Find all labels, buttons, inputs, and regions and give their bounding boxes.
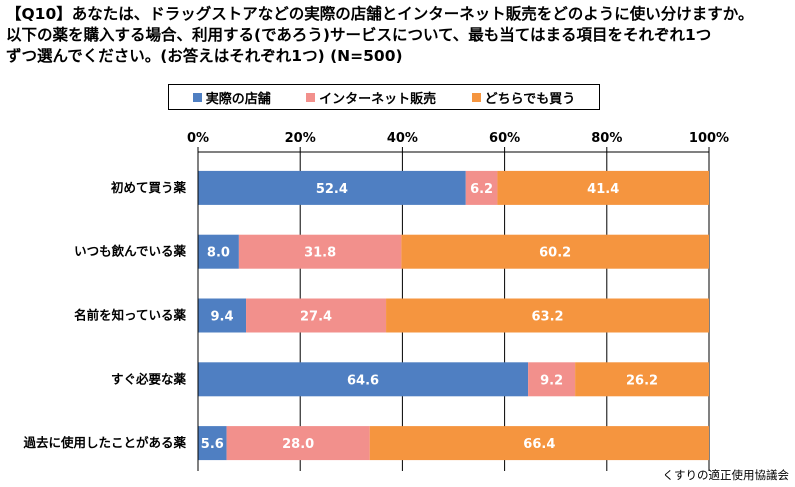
data-label: 6.2 [470,182,493,197]
data-label: 28.0 [282,437,314,452]
category-label: いつも飲んでいる薬 [74,244,186,259]
bar-segment [369,426,709,461]
data-label: 5.6 [201,437,224,452]
data-label: 63.2 [531,310,563,325]
data-label: 26.2 [626,373,658,388]
legend-label-store: 実際の店舗 [205,91,271,107]
bar-segment [497,170,709,205]
data-label: 8.0 [207,246,230,261]
legend-swatch-store [192,92,202,102]
bar-segment [528,362,576,397]
category-label: 名前を知っている薬 [74,308,186,323]
bar-segment [198,170,466,205]
legend-swatch-internet [306,92,316,102]
data-label: 41.4 [587,182,619,197]
bar-segment [246,298,387,333]
data-label: 64.6 [347,373,379,388]
bar-segment [198,426,227,461]
bar-segment [198,234,239,269]
x-tick-label: 0% [187,131,209,146]
category-label: 過去に使用したことがある薬 [22,435,186,450]
source-credit: くすりの適正使用協議会 [662,468,790,482]
x-tick-label: 60% [489,131,520,146]
chart-title: 【Q10】あなたは、ドラッグストアなどの実際の店舗とインターネット販売をどのよう… [6,5,754,65]
bar-segment [198,362,529,397]
x-tick-label: 40% [387,131,418,146]
data-label: 9.4 [211,310,234,325]
bar-segment [401,234,709,269]
x-tick-label: 20% [285,131,316,146]
x-tick-label: 100% [689,131,729,146]
legend-item-internet: インターネット販売 [306,88,436,107]
legend-label-internet: インターネット販売 [319,91,437,107]
category-label: すぐ必要な薬 [111,371,187,386]
x-tick-label: 80% [591,131,622,146]
bar-segment [575,362,709,397]
data-label: 60.2 [539,246,571,261]
legend-swatch-either [471,92,481,102]
bar-segment [465,170,498,205]
data-label: 31.8 [304,246,336,261]
bar-segment [238,234,402,269]
category-label: 初めて買う薬 [111,180,187,195]
bar-segment [226,426,370,461]
legend-item-either: どちらでも買う [471,88,576,107]
legend-label-either: どちらでも買う [484,91,576,107]
data-label: 9.2 [540,373,563,388]
bar-segment [386,298,709,333]
data-label: 66.4 [523,437,555,452]
legend-item-store: 実際の店舗 [192,88,271,107]
bar-segment [198,298,247,333]
data-label: 52.4 [316,182,348,197]
data-label: 27.4 [300,310,332,325]
legend: 実際の店舗 インターネット販売 どちらでも買う [168,84,600,110]
